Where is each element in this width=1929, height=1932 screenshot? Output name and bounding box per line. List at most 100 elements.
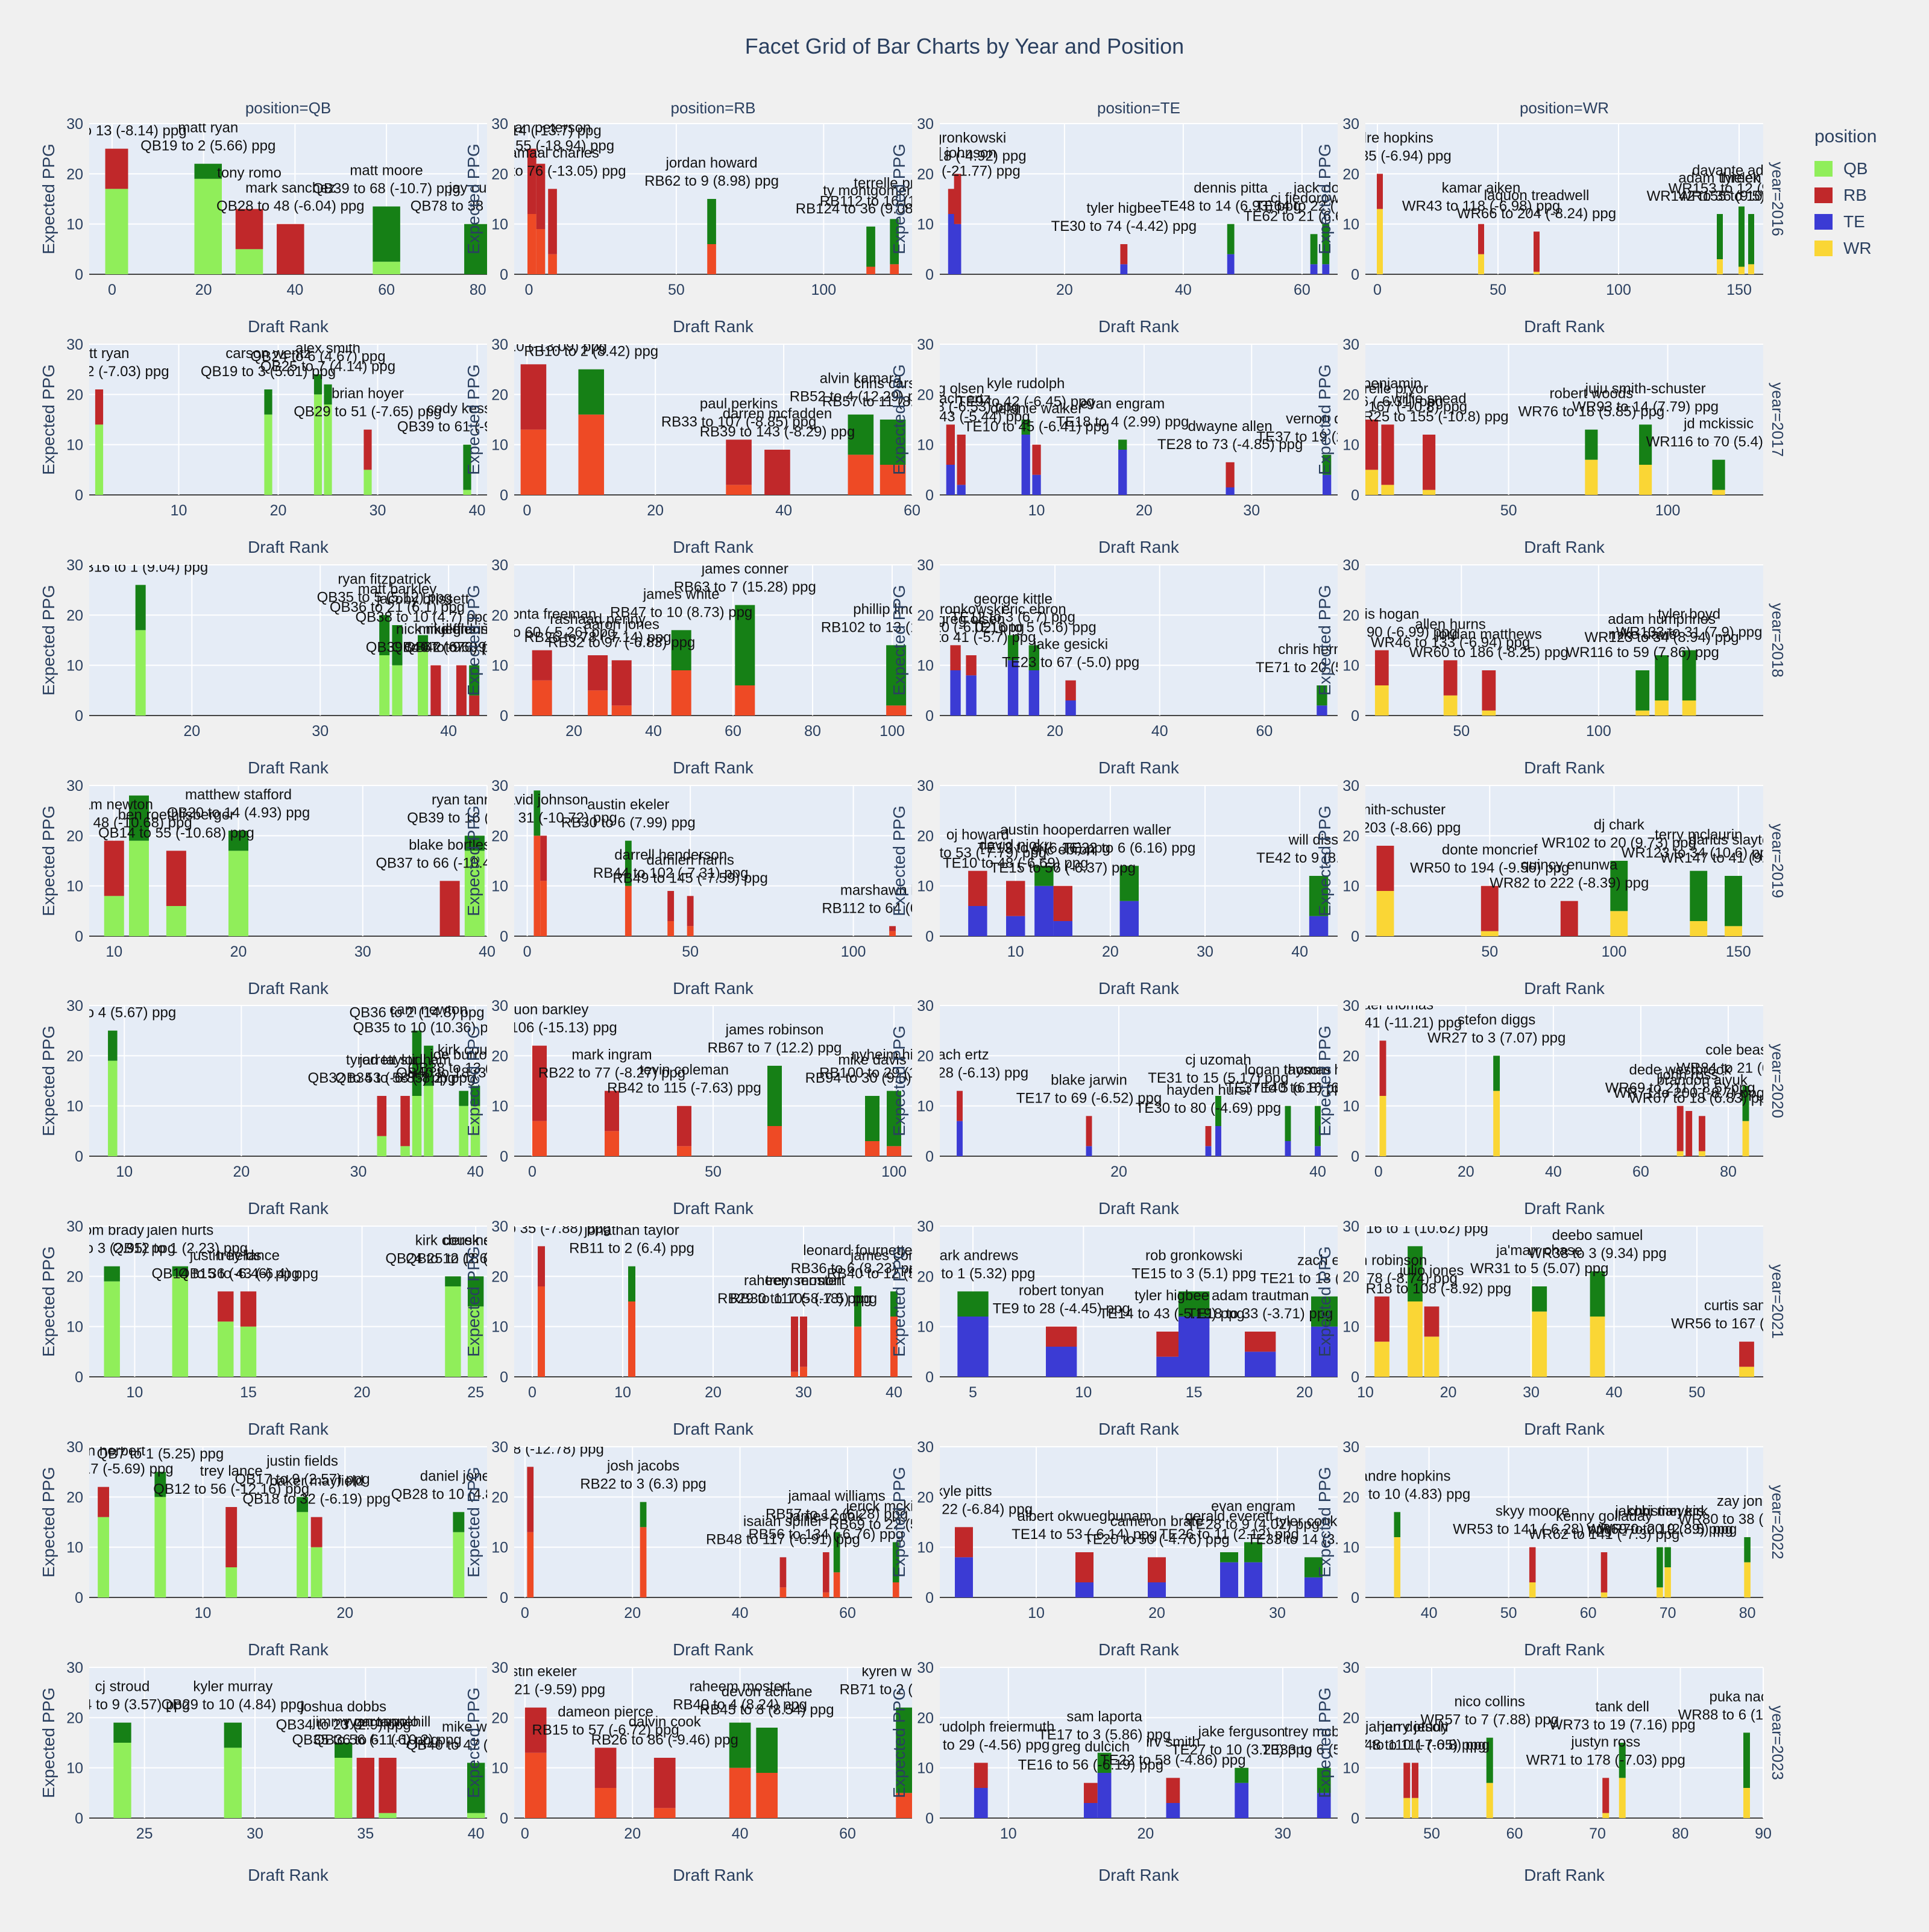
bar-segment[interactable]	[1119, 866, 1139, 901]
bar-segment[interactable]	[1403, 1798, 1411, 1818]
bar-segment[interactable]	[1748, 264, 1754, 274]
bar-segment[interactable]	[1682, 700, 1696, 716]
bar-segment[interactable]	[1493, 1090, 1500, 1156]
bar-segment[interactable]	[1006, 916, 1025, 936]
bar-segment[interactable]	[707, 244, 716, 274]
bar-segment[interactable]	[453, 1532, 465, 1597]
bar-segment[interactable]	[865, 1096, 880, 1141]
bar-segment[interactable]	[880, 465, 906, 495]
bar-segment[interactable]	[264, 414, 272, 495]
bar-segment[interactable]	[726, 485, 752, 495]
bar-segment[interactable]	[892, 1582, 899, 1597]
bar-segment[interactable]	[605, 1090, 619, 1131]
bar-segment[interactable]	[536, 163, 546, 229]
bar-segment[interactable]	[1006, 881, 1025, 916]
bar-segment[interactable]	[1178, 1291, 1210, 1317]
bar-segment[interactable]	[524, 1707, 547, 1753]
bar-segment[interactable]	[707, 199, 716, 244]
bar-segment[interactable]	[1028, 645, 1039, 670]
bar-segment[interactable]	[194, 178, 222, 274]
bar-segment[interactable]	[1178, 1317, 1210, 1377]
bar-segment[interactable]	[532, 1121, 547, 1156]
bar-segment[interactable]	[1481, 886, 1499, 931]
bar-segment[interactable]	[430, 665, 441, 716]
bar-segment[interactable]	[135, 630, 146, 716]
bar-segment[interactable]	[1486, 1737, 1493, 1783]
bar-segment[interactable]	[625, 886, 632, 936]
bar-segment[interactable]	[1226, 462, 1235, 488]
bar-segment[interactable]	[412, 1096, 422, 1156]
bar-segment[interactable]	[886, 645, 907, 706]
bar-segment[interactable]	[1315, 1106, 1321, 1147]
bar-segment[interactable]	[1166, 1803, 1180, 1818]
bar-segment[interactable]	[1046, 1326, 1077, 1347]
bar-segment[interactable]	[1148, 1582, 1166, 1597]
bar-segment[interactable]	[889, 926, 896, 931]
bar-segment[interactable]	[957, 485, 966, 495]
bar-segment[interactable]	[1403, 1763, 1411, 1798]
bar-segment[interactable]	[224, 1748, 242, 1818]
bar-segment[interactable]	[469, 695, 480, 716]
bar-segment[interactable]	[228, 831, 248, 851]
bar-segment[interactable]	[363, 429, 372, 470]
bar-segment[interactable]	[833, 1532, 840, 1573]
bar-segment[interactable]	[1639, 465, 1652, 495]
bar-segment[interactable]	[1739, 1341, 1754, 1367]
bar-segment[interactable]	[218, 1321, 234, 1377]
bar-segment[interactable]	[520, 429, 547, 495]
bar-segment[interactable]	[896, 1707, 917, 1793]
bar-segment[interactable]	[1482, 710, 1496, 716]
bar-segment[interactable]	[957, 435, 966, 485]
bar-segment[interactable]	[671, 630, 691, 670]
bar-segment[interactable]	[400, 1146, 410, 1156]
bar-segment[interactable]	[1220, 1552, 1238, 1562]
bar-segment[interactable]	[532, 680, 552, 716]
bar-segment[interactable]	[887, 1146, 901, 1156]
bar-segment[interactable]	[1118, 439, 1127, 450]
bar-segment[interactable]	[735, 685, 755, 716]
bar-segment[interactable]	[1021, 435, 1030, 495]
bar-segment[interactable]	[538, 1286, 545, 1377]
bar-segment[interactable]	[1412, 1763, 1418, 1798]
bar-segment[interactable]	[1532, 1311, 1547, 1377]
bar-segment[interactable]	[950, 645, 961, 670]
bar-segment[interactable]	[1725, 876, 1742, 927]
bar-segment[interactable]	[1065, 700, 1076, 716]
bar-segment[interactable]	[105, 148, 128, 189]
bar-segment[interactable]	[1423, 489, 1436, 495]
bar-segment[interactable]	[379, 655, 390, 716]
bar-segment[interactable]	[1423, 435, 1436, 490]
bar-segment[interactable]	[98, 1487, 109, 1517]
bar-segment[interactable]	[524, 1752, 547, 1818]
bar-segment[interactable]	[588, 690, 608, 716]
bar-segment[interactable]	[1205, 1126, 1212, 1147]
bar-segment[interactable]	[373, 262, 400, 274]
bar-segment[interactable]	[687, 896, 694, 927]
bar-segment[interactable]	[1245, 1332, 1276, 1352]
bar-segment[interactable]	[445, 1286, 461, 1377]
bar-segment[interactable]	[1032, 444, 1041, 475]
bar-segment[interactable]	[467, 1306, 484, 1377]
bar-segment[interactable]	[974, 1763, 988, 1788]
bar-segment[interactable]	[1408, 1301, 1423, 1377]
bar-segment[interactable]	[1676, 1106, 1684, 1151]
bar-segment[interactable]	[1220, 1562, 1238, 1597]
bar-segment[interactable]	[1690, 870, 1708, 921]
bar-segment[interactable]	[377, 1136, 387, 1156]
bar-segment[interactable]	[890, 219, 899, 265]
bar-segment[interactable]	[1309, 876, 1329, 916]
bar-segment[interactable]	[1215, 1096, 1221, 1126]
bar-segment[interactable]	[950, 670, 961, 716]
bar-segment[interactable]	[194, 163, 222, 179]
bar-segment[interactable]	[98, 1517, 109, 1597]
bar-segment[interactable]	[1021, 420, 1030, 435]
bar-segment[interactable]	[379, 1758, 397, 1813]
bar-segment[interactable]	[756, 1728, 778, 1773]
bar-segment[interactable]	[594, 1748, 617, 1788]
bar-segment[interactable]	[1655, 655, 1669, 700]
bar-segment[interactable]	[1120, 264, 1128, 274]
bar-segment[interactable]	[335, 1758, 353, 1818]
bar-segment[interactable]	[1083, 1803, 1098, 1818]
bar-segment[interactable]	[1619, 1778, 1626, 1818]
bar-segment[interactable]	[95, 424, 104, 495]
